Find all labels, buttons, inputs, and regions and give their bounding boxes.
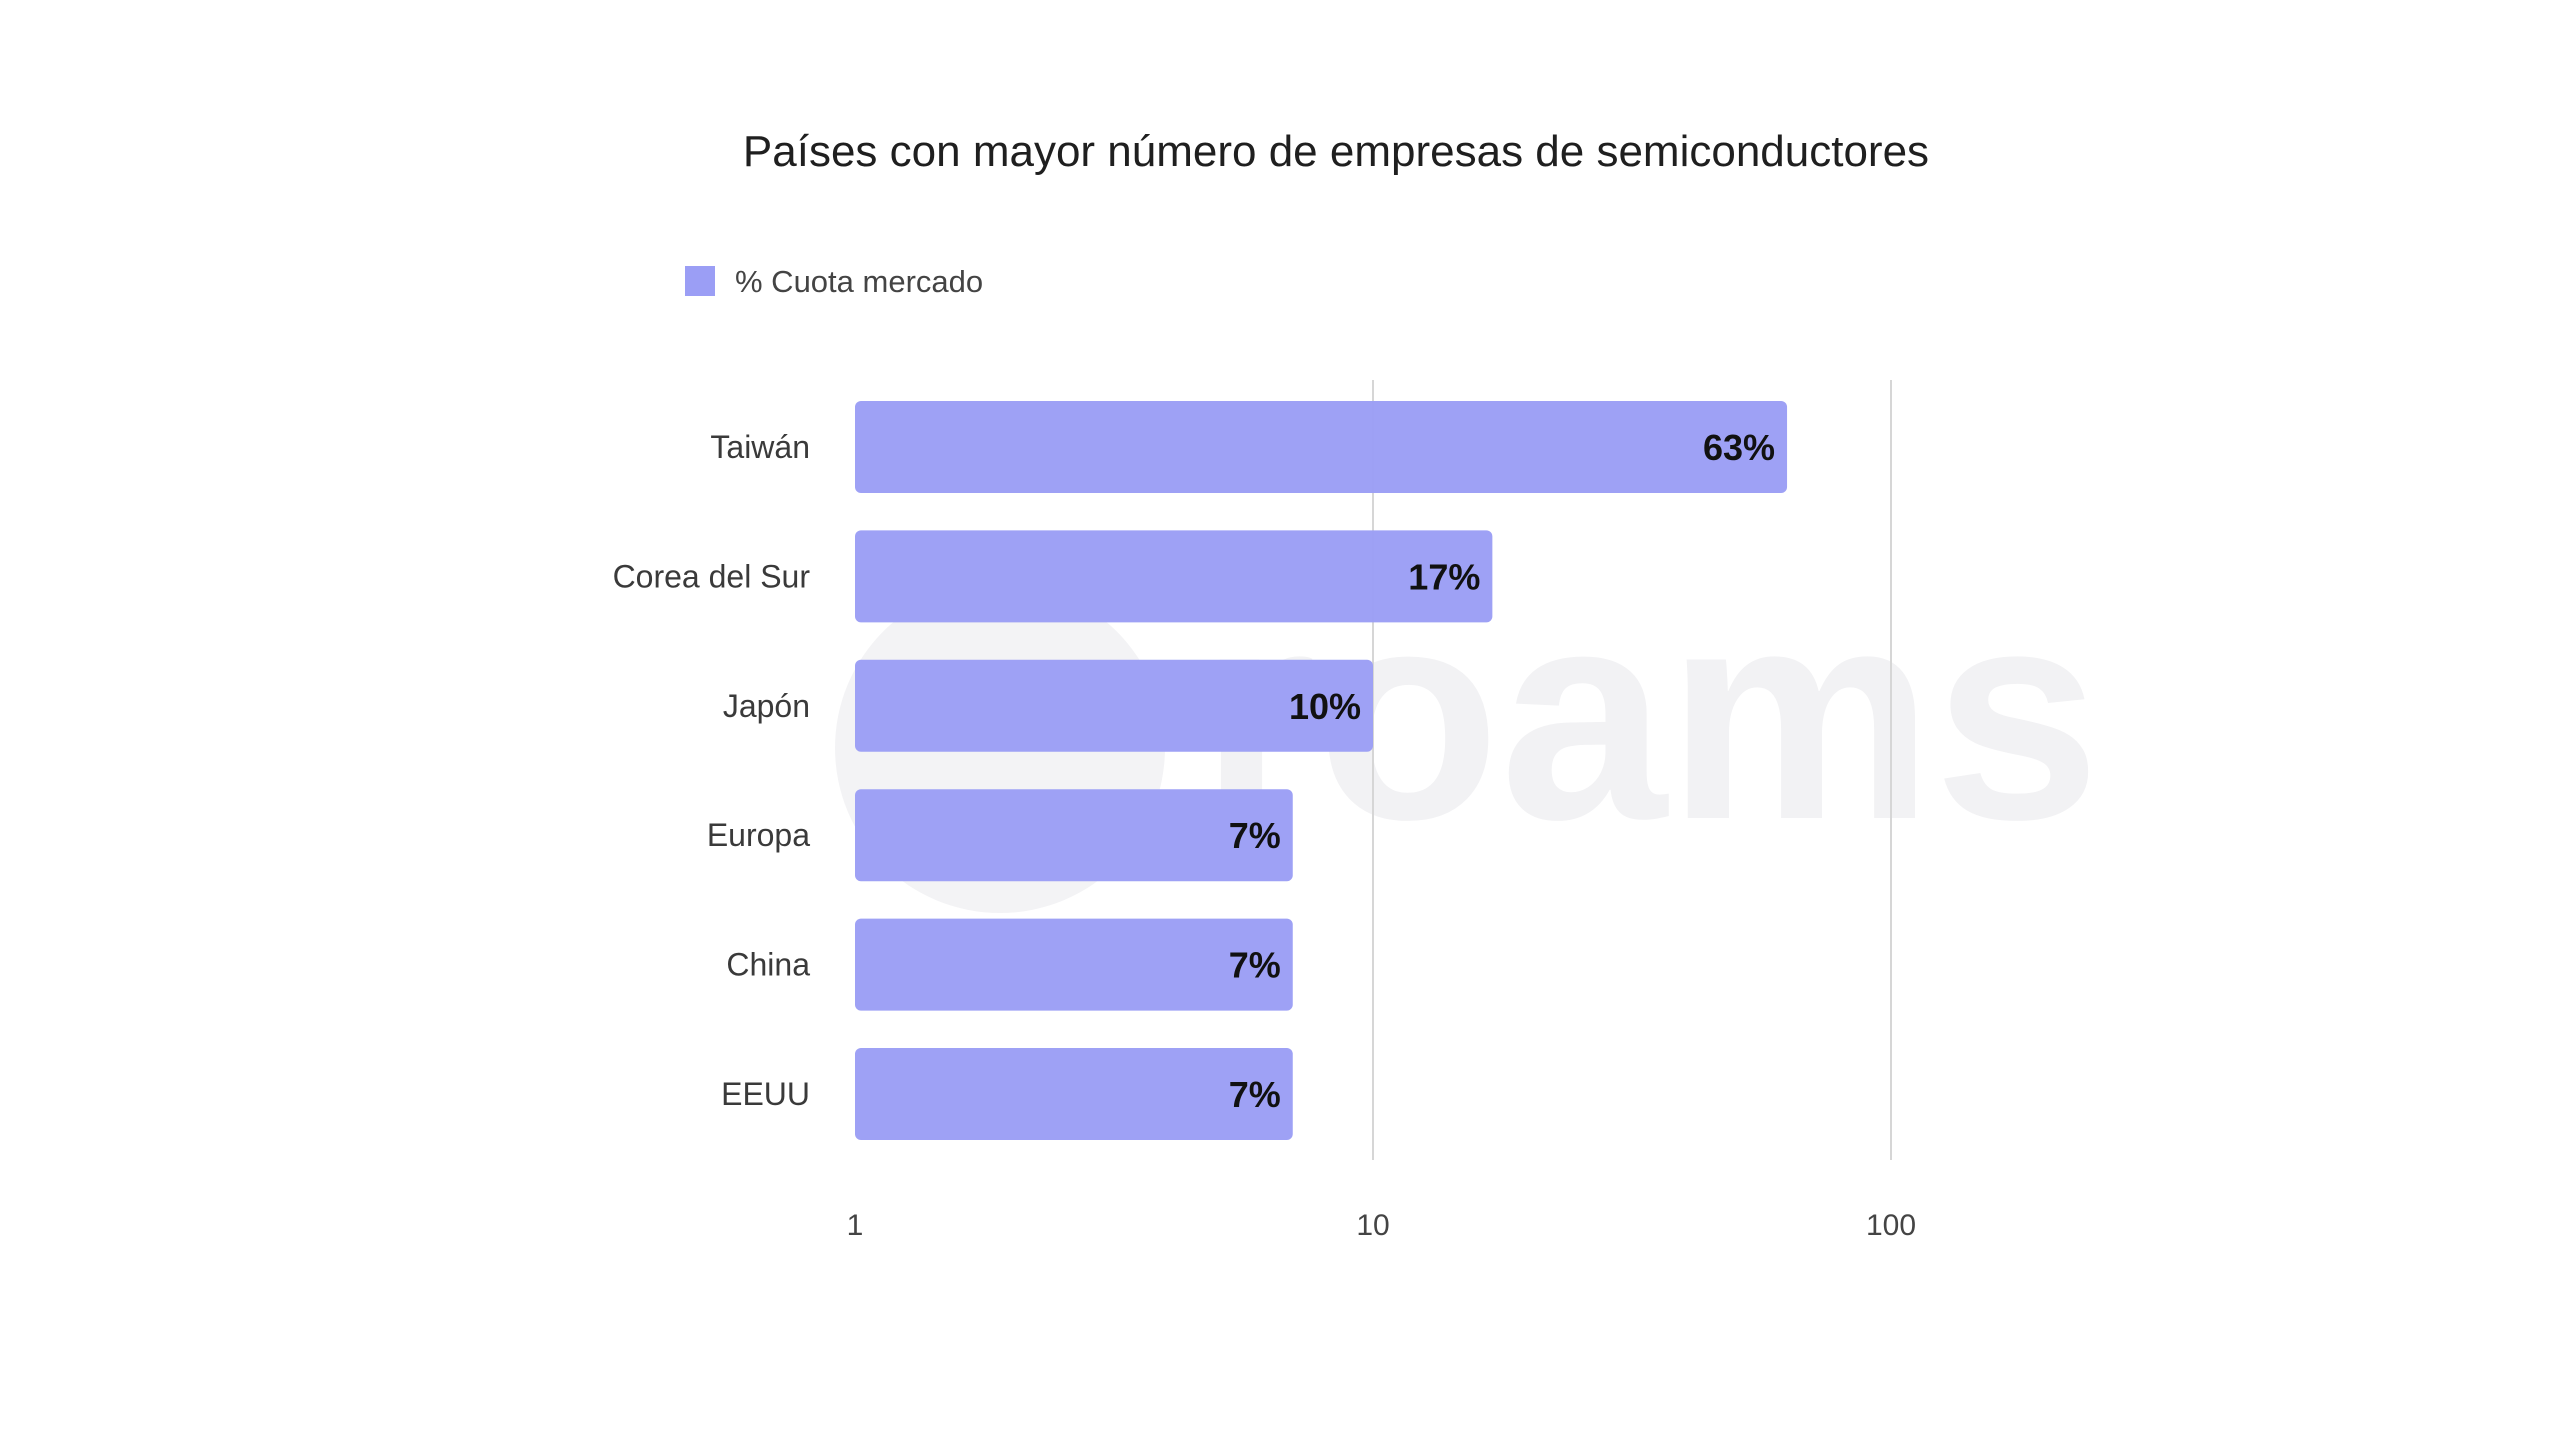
bar[interactable] (855, 918, 1293, 1011)
bar[interactable] (855, 1048, 1293, 1140)
category-label: EEUU (721, 1076, 810, 1112)
category-label: Corea del Sur (613, 558, 811, 594)
x-tick-label: 10 (1356, 1209, 1389, 1242)
bar[interactable] (855, 659, 1373, 752)
bar[interactable] (855, 789, 1293, 882)
data-label: 10% (1289, 686, 1361, 727)
bar[interactable] (855, 401, 1788, 493)
bar[interactable] (855, 530, 1493, 623)
category-label: Europa (707, 817, 810, 853)
data-label: 17% (1408, 556, 1480, 597)
legend-swatch (685, 266, 715, 296)
x-tick-label: 100 (1866, 1209, 1916, 1242)
category-labels: Taiwán Corea del Sur Japón Europa China EEUU (613, 429, 811, 1112)
data-label: 7% (1229, 815, 1281, 856)
data-label: 63% (1703, 427, 1775, 468)
gridlines (1372, 380, 1892, 1160)
category-label: Taiwán (710, 429, 810, 465)
bars (855, 401, 1788, 1140)
x-axis-ticks: 1 10 100 (847, 1209, 1916, 1242)
chart-title: Países con mayor número de empresas de s… (743, 127, 1929, 176)
legend-label: % Cuota mercado (735, 264, 983, 299)
legend[interactable]: % Cuota mercado (685, 264, 983, 299)
category-label: China (726, 947, 810, 983)
x-tick-label: 1 (847, 1209, 864, 1242)
data-labels: 63% 17% 10% 7% 7% 7% (1229, 427, 1775, 1115)
data-label: 7% (1229, 945, 1281, 986)
data-label: 7% (1229, 1074, 1281, 1115)
category-label: Japón (723, 688, 810, 724)
